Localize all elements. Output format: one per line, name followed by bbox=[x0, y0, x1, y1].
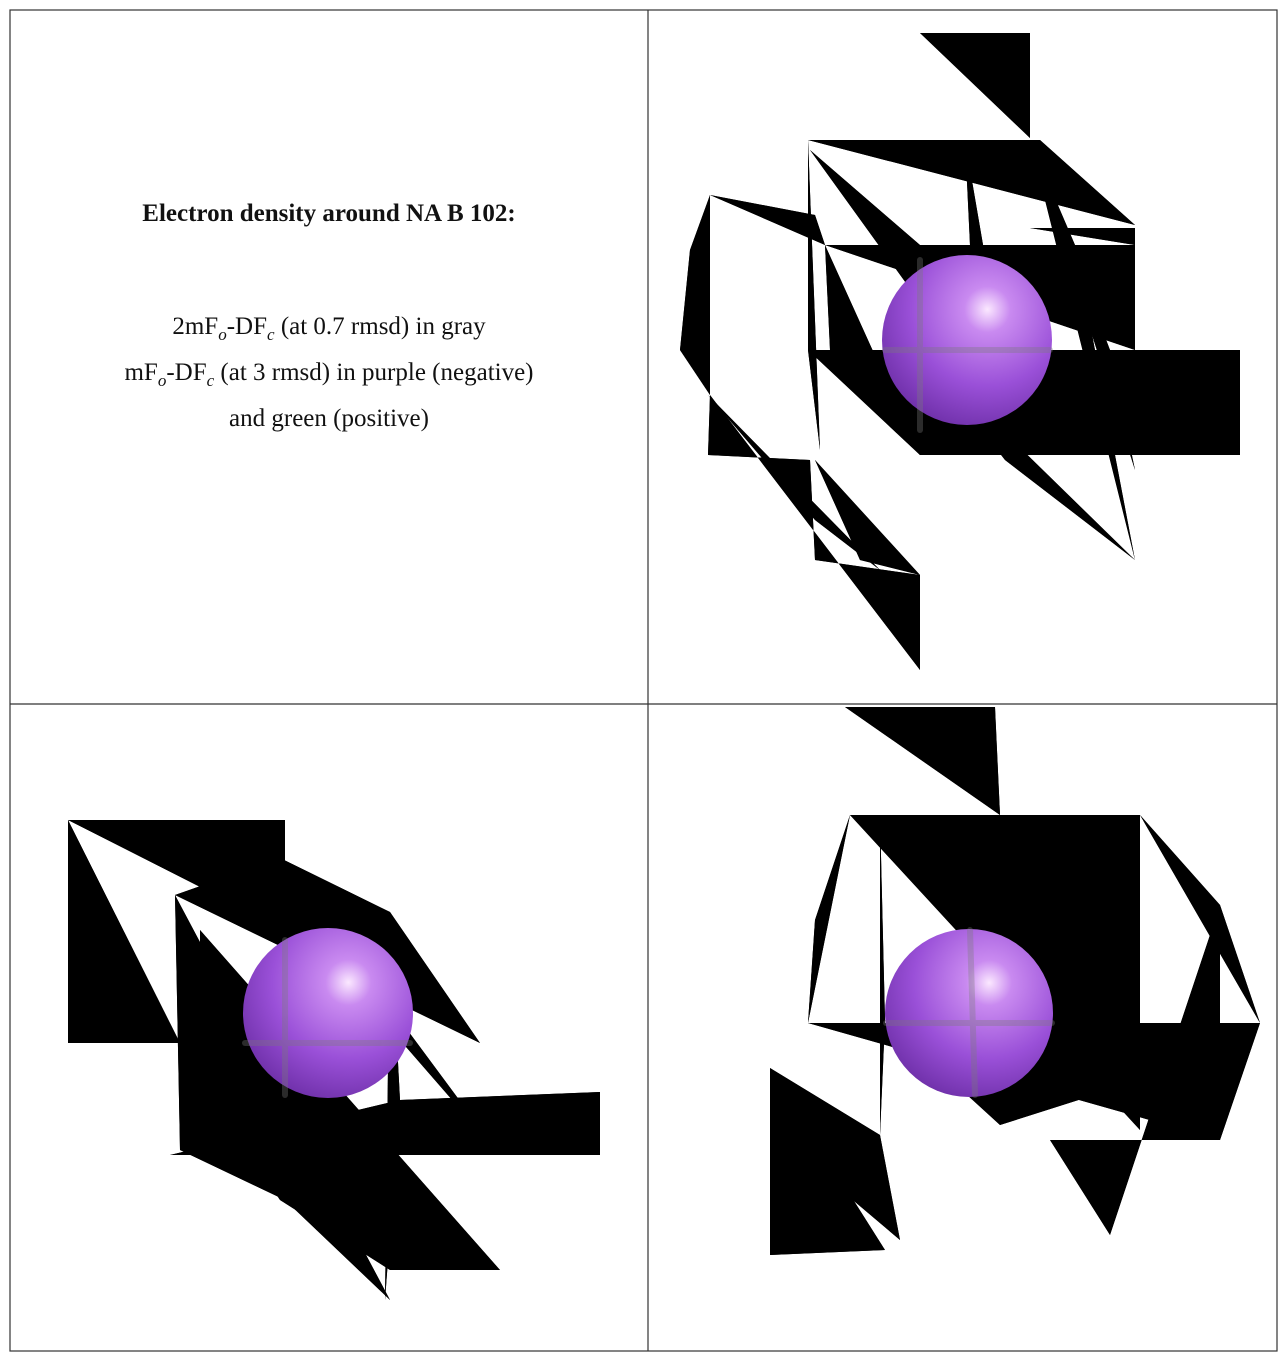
caption-lines: 2mFo-DFc (at 0.7 rmsd) in gray mFo-DFc (a… bbox=[10, 308, 648, 438]
caption-line: and green (positive) bbox=[10, 400, 648, 438]
table-border bbox=[9, 9, 1278, 1352]
caption-line: 2mFo-DFc (at 0.7 rmsd) in gray bbox=[10, 308, 648, 354]
caption-text: and green (positive) bbox=[229, 405, 429, 432]
caption-text: (at 0.7 rmsd) in gray bbox=[274, 313, 486, 340]
caption-text: -DF bbox=[166, 359, 207, 386]
subscript: c bbox=[206, 371, 215, 390]
caption-title: Electron density around NA B 102: bbox=[142, 200, 516, 227]
subscript: c bbox=[267, 325, 275, 344]
caption-text: mF bbox=[124, 359, 158, 386]
density-view-1 bbox=[680, 33, 1240, 670]
caption-text: -DF bbox=[226, 313, 268, 340]
caption-text: 2mF bbox=[172, 313, 219, 340]
subscript: o bbox=[157, 371, 167, 390]
caption-text: (at 3 rmsd) in purple (negative) bbox=[214, 359, 534, 386]
caption: Electron density around NA B 102: 2mFo-D… bbox=[10, 200, 648, 438]
caption-line: mFo-DFc (at 3 rmsd) in purple (negative) bbox=[10, 354, 648, 400]
density-view-3 bbox=[770, 707, 1260, 1340]
subscript: o bbox=[218, 325, 227, 344]
density-view-2 bbox=[40, 820, 600, 1300]
